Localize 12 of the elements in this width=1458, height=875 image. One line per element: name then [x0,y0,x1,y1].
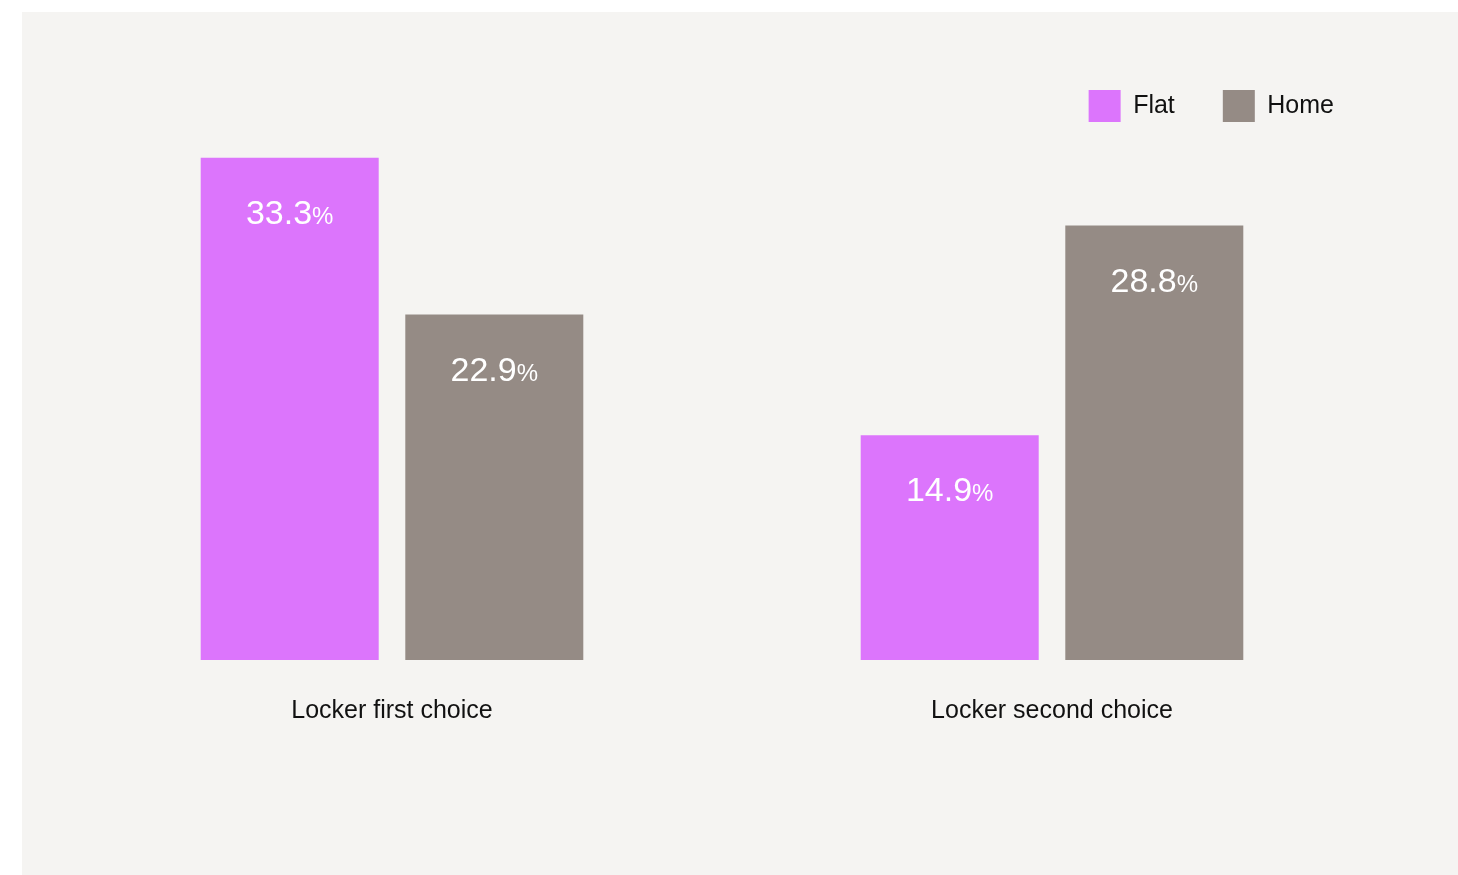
data-label: 28.8% [1110,260,1199,299]
data-label: 33.3% [245,192,334,231]
x-tick-label: Locker second choice [931,694,1173,723]
data-label: 22.9% [450,349,539,388]
bar [1065,225,1244,660]
data-label: 14.9% [905,470,994,509]
bar [860,435,1039,660]
bar [405,314,584,660]
legend-label: Home [1267,89,1334,118]
legend-label: Flat [1133,89,1175,118]
x-tick-label: Locker first choice [291,694,493,723]
bar [200,157,379,660]
